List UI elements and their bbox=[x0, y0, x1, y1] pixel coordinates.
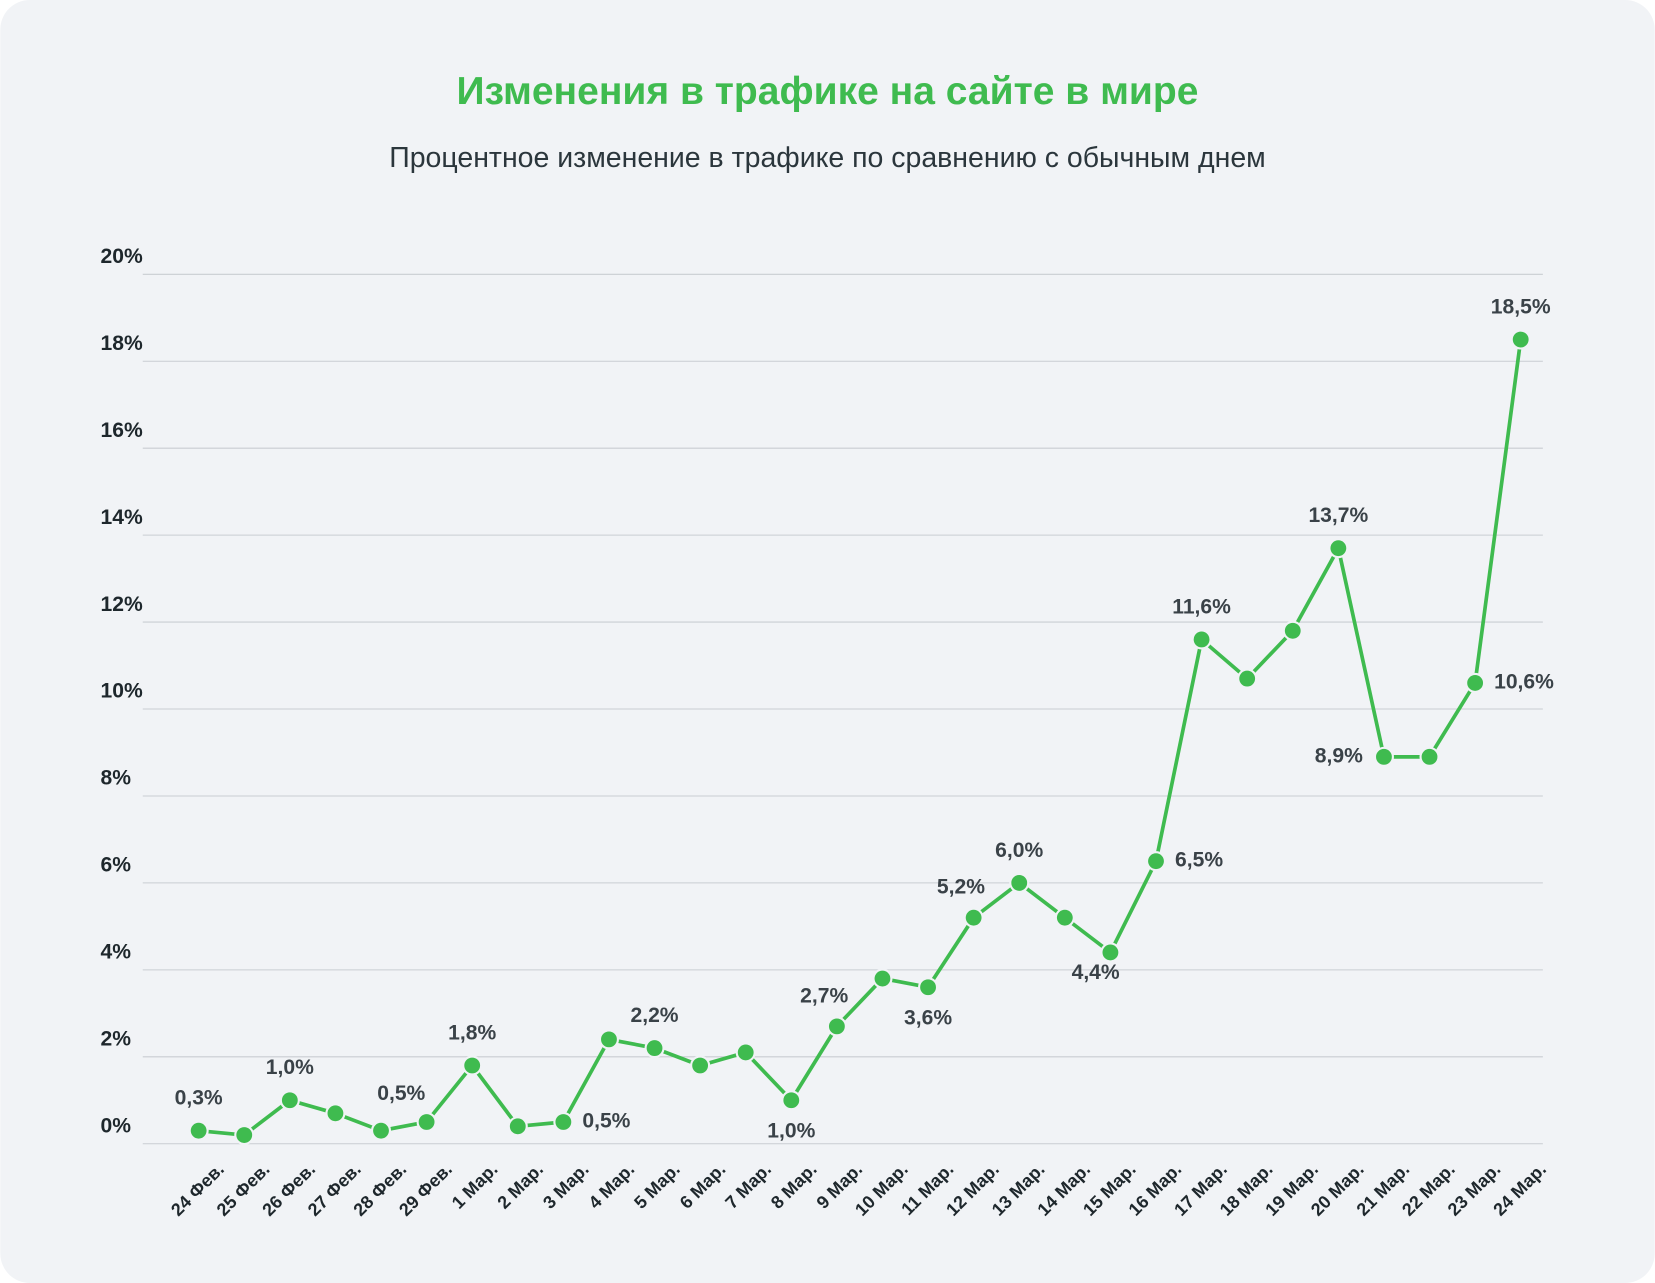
value-label: 11,6% bbox=[1172, 595, 1231, 618]
data-point bbox=[553, 1111, 574, 1133]
value-label: 6,0% bbox=[995, 839, 1043, 862]
value-label: 1,8% bbox=[448, 1021, 496, 1044]
y-tick-label: 20% bbox=[101, 245, 143, 268]
data-point bbox=[1145, 851, 1167, 872]
chart-subtitle: Процентное изменение в трафике по сравне… bbox=[389, 142, 1265, 174]
value-label: 0,3% bbox=[175, 1087, 223, 1110]
data-point bbox=[1465, 672, 1486, 693]
data-point bbox=[826, 1016, 847, 1037]
data-point bbox=[735, 1042, 756, 1063]
data-point bbox=[462, 1055, 483, 1076]
data-point bbox=[188, 1120, 209, 1141]
data-point bbox=[279, 1090, 300, 1111]
value-label: 13,7% bbox=[1308, 504, 1368, 527]
data-point bbox=[1191, 629, 1212, 650]
data-point bbox=[1237, 668, 1258, 689]
data-point bbox=[872, 968, 893, 989]
value-label: 5,2% bbox=[937, 876, 985, 899]
y-tick-label: 14% bbox=[101, 506, 143, 529]
data-point bbox=[1054, 907, 1075, 928]
y-tick-label: 18% bbox=[101, 332, 143, 355]
data-point bbox=[416, 1111, 437, 1133]
data-point bbox=[598, 1029, 619, 1050]
chart-title: Изменения в трафике на сайте в мире bbox=[457, 70, 1199, 113]
value-label: 8,9% bbox=[1315, 744, 1363, 767]
value-label: 2,7% bbox=[800, 984, 848, 1007]
value-label: 0,5% bbox=[377, 1082, 425, 1105]
y-tick-label: 2% bbox=[101, 1027, 132, 1050]
data-point bbox=[690, 1055, 711, 1076]
y-tick-label: 0% bbox=[101, 1114, 132, 1137]
data-point bbox=[1100, 942, 1121, 963]
value-label: 0,5% bbox=[582, 1110, 630, 1133]
data-point bbox=[325, 1103, 346, 1124]
data-point bbox=[507, 1116, 528, 1137]
data-point bbox=[644, 1038, 665, 1059]
value-label: 4,4% bbox=[1072, 961, 1120, 984]
y-tick-label: 10% bbox=[101, 680, 143, 703]
value-label: 2,2% bbox=[630, 1004, 678, 1027]
data-point bbox=[234, 1125, 255, 1146]
data-point bbox=[781, 1090, 802, 1111]
y-tick-label: 16% bbox=[101, 419, 143, 442]
value-label: 1,0% bbox=[266, 1056, 314, 1079]
value-label: 18,5% bbox=[1491, 295, 1551, 318]
data-point bbox=[1328, 538, 1349, 559]
value-label: 10,6% bbox=[1494, 671, 1554, 694]
y-tick-label: 8% bbox=[101, 767, 132, 790]
data-point bbox=[1282, 620, 1303, 641]
data-point bbox=[370, 1120, 392, 1141]
value-label: 1,0% bbox=[767, 1119, 815, 1142]
value-label: 6,5% bbox=[1175, 849, 1223, 872]
data-point bbox=[1373, 746, 1394, 767]
value-label: 3,6% bbox=[904, 1006, 952, 1029]
data-point bbox=[1009, 872, 1030, 893]
data-point bbox=[1510, 329, 1531, 350]
y-tick-label: 6% bbox=[101, 854, 132, 877]
data-point bbox=[1419, 746, 1440, 767]
y-tick-label: 12% bbox=[101, 593, 143, 616]
y-tick-label: 4% bbox=[101, 941, 132, 964]
data-point bbox=[963, 907, 984, 928]
data-point bbox=[918, 977, 939, 998]
